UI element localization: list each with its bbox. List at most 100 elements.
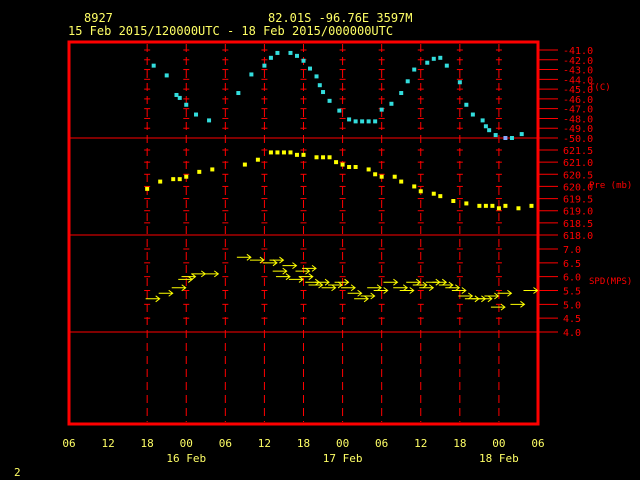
pressure-ytick-label-3: 620.0 <box>563 182 593 193</box>
wind-vector-3 <box>178 276 194 283</box>
temperature-point-24 <box>366 119 371 124</box>
x-tick-label-11: 00 <box>492 437 505 450</box>
plot-area: -41.0-42.0-43.0-44.0-45.0-46.0-47.0-48.0… <box>62 40 632 465</box>
wind-vector-44 <box>477 295 493 303</box>
pressure-point-19 <box>340 162 345 167</box>
time-range: 15 Feb 2015/120000UTC - 18 Feb 2015/0000… <box>68 24 393 38</box>
x-date-label-0: 16 Feb <box>166 452 206 465</box>
wind-speed-ytick-label-4: 5.0 <box>563 300 581 311</box>
pressure-ytick-label-5: 619.0 <box>563 207 593 218</box>
pressure-point-35 <box>490 203 495 208</box>
temperature-point-6 <box>207 118 212 123</box>
pressure-point-27 <box>412 184 417 189</box>
pressure-point-0 <box>145 186 150 191</box>
wind-vector-41 <box>458 292 474 300</box>
wind-vector-21 <box>321 284 337 292</box>
page-number: 2 <box>14 466 21 479</box>
temperature-point-13 <box>294 53 299 58</box>
wind-vector-39 <box>445 284 461 292</box>
temperature-point-23 <box>360 119 365 124</box>
wind-vector-17 <box>302 264 317 272</box>
wind-vector-22 <box>328 281 343 289</box>
x-tick-label-5: 12 <box>258 437 271 450</box>
temperature-point-26 <box>379 107 384 112</box>
temperature-point-34 <box>444 63 449 68</box>
wind-vector-8 <box>249 256 265 264</box>
wind-vector-10 <box>269 256 285 264</box>
wind-vector-5 <box>191 270 207 278</box>
x-tick-label-7: 00 <box>336 437 349 450</box>
temperature-point-35 <box>457 80 462 85</box>
pressure-point-2 <box>171 177 176 182</box>
temperature-ytick-label-7: -48.0 <box>563 114 593 125</box>
temperature-point-3 <box>177 95 182 100</box>
pressure-point-39 <box>529 203 534 208</box>
wind-vector-7 <box>236 253 252 261</box>
pressure-point-12 <box>288 150 293 155</box>
wind-vector-24 <box>341 284 356 292</box>
wind-speed-ytick-label-0: 7.0 <box>563 245 581 256</box>
pressure-ytick-label-6: 618.5 <box>563 219 593 230</box>
pressure-point-17 <box>327 155 332 160</box>
pressure-point-5 <box>197 169 202 174</box>
temperature-point-15 <box>308 66 313 71</box>
wind-vector-15 <box>295 267 311 275</box>
temperature-point-44 <box>519 132 524 137</box>
temperature-point-20 <box>337 108 342 113</box>
pressure-point-7 <box>242 162 247 167</box>
pressure-point-18 <box>334 160 339 165</box>
temperature-point-9 <box>262 63 267 68</box>
temperature-ytick-label-0: -41.0 <box>563 46 593 57</box>
wind-speed-ytick-label-5: 4.5 <box>563 314 581 325</box>
wind-vector-37 <box>432 278 448 286</box>
wind-vector-38 <box>438 281 454 289</box>
temperature-ytick-label-9: -50.0 <box>563 134 593 145</box>
x-tick-label-3: 00 <box>180 437 193 450</box>
wind-vector-40 <box>451 287 467 294</box>
pressure-point-24 <box>379 174 384 179</box>
temperature-point-40 <box>487 128 492 133</box>
wind-vector-11 <box>272 267 288 275</box>
pressure-point-3 <box>177 177 182 182</box>
wind-vector-16 <box>298 273 314 281</box>
pressure-point-9 <box>268 150 273 155</box>
temperature-point-10 <box>268 55 273 60</box>
wind-speed-ytick-label-1: 6.5 <box>563 259 581 270</box>
temperature-point-22 <box>353 119 358 124</box>
temperature-ytick-label-4: -45.0 <box>563 85 593 96</box>
pressure-point-30 <box>438 194 443 199</box>
wind-vector-12 <box>275 273 291 281</box>
wind-vector-13 <box>282 262 298 269</box>
x-tick-label-4: 06 <box>219 437 232 450</box>
pressure-point-1 <box>158 179 163 184</box>
temperature-point-4 <box>184 102 189 107</box>
temperature-point-29 <box>405 79 410 84</box>
pressure-point-11 <box>281 150 286 155</box>
temperature-axis-label: T(C) <box>589 83 611 93</box>
pressure-point-33 <box>477 203 482 208</box>
temperature-point-43 <box>509 136 514 140</box>
temperature-point-30 <box>412 67 417 72</box>
wind-vector-30 <box>383 278 399 286</box>
pressure-point-28 <box>418 189 423 194</box>
wind-vector-45 <box>484 292 500 300</box>
temperature-point-41 <box>493 133 498 138</box>
temperature-point-12 <box>288 50 293 55</box>
temperature-point-37 <box>470 112 475 117</box>
pressure-ytick-label-4: 619.5 <box>563 195 593 206</box>
wind-vector-35 <box>419 284 435 292</box>
pressure-point-6 <box>210 167 215 172</box>
temperature-point-11 <box>275 50 280 55</box>
temperature-point-28 <box>399 91 404 96</box>
temperature-point-7 <box>236 91 241 96</box>
wind-vector-0 <box>145 295 161 303</box>
pressure-point-37 <box>503 203 508 208</box>
x-tick-label-8: 06 <box>375 437 388 450</box>
pressure-point-25 <box>392 174 397 179</box>
wind-vector-23 <box>334 278 350 286</box>
pressure-ytick-label-7: 618.0 <box>563 231 593 242</box>
pressure-point-4 <box>184 174 189 179</box>
wind-vector-1 <box>158 289 174 297</box>
x-tick-label-10: 18 <box>453 437 466 450</box>
